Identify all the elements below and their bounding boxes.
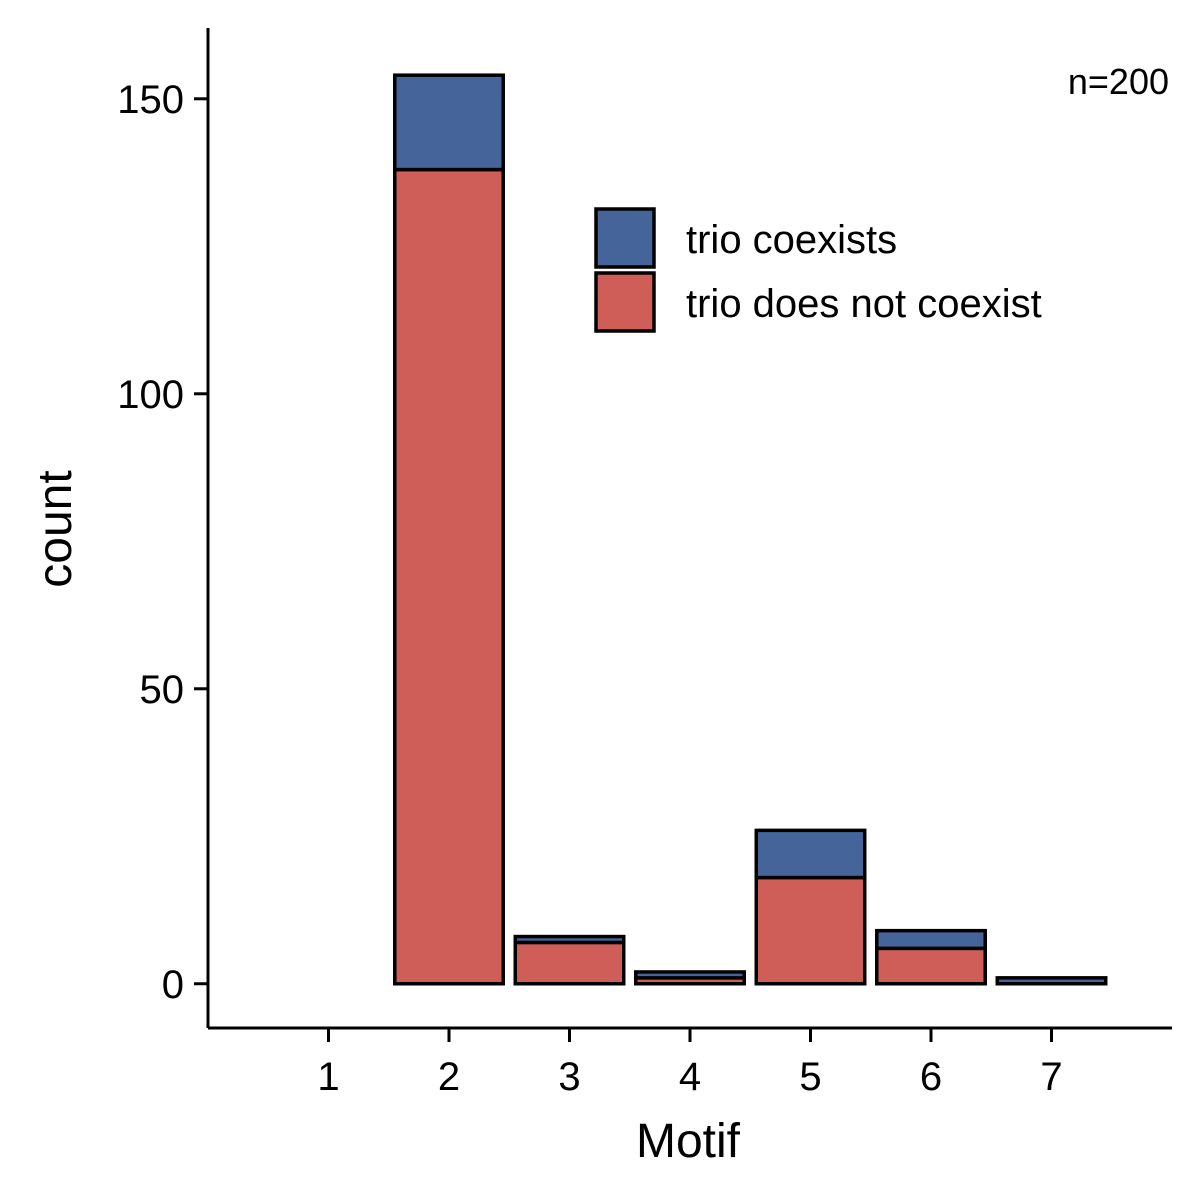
x-tick-label: 5	[799, 1055, 821, 1099]
bar-motif-2-series-1	[393, 73, 505, 172]
legend-label-0: trio coexists	[686, 218, 897, 262]
x-axis-title: Motif	[636, 1115, 741, 1168]
y-axis-title: count	[29, 470, 82, 587]
legend: trio coexists trio does not coexist	[594, 207, 1042, 333]
sample-size-annotation: n=200	[1068, 61, 1169, 102]
bar-motif-6-series-1	[875, 928, 987, 951]
bar-motif-5-series-1	[754, 828, 867, 880]
y-tick-label: 0	[162, 963, 184, 1007]
bar-motif-3-series-1	[513, 934, 626, 945]
bar-motif-3-series-0	[513, 940, 626, 986]
bar-motif-7-series-1	[995, 976, 1108, 986]
y-tick-label: 50	[140, 668, 185, 712]
ticks: 0 50 100 150 1 2 3 4 5 6 7	[117, 78, 1062, 1099]
axes	[206, 28, 1172, 1030]
x-tick-label: 6	[920, 1055, 942, 1099]
bar-motif-4-series-1	[634, 970, 746, 980]
bar-motif-6-series-0	[875, 946, 987, 986]
legend-label-1: trio does not coexist	[686, 282, 1042, 326]
legend-key-0	[594, 207, 656, 269]
x-tick-label: 1	[317, 1055, 339, 1099]
x-tick-label: 3	[558, 1055, 580, 1099]
x-tick-label: 7	[1040, 1055, 1062, 1099]
y-tick-label: 100	[117, 373, 184, 417]
x-tick-label: 2	[438, 1055, 460, 1099]
bars	[393, 73, 1108, 986]
y-tick-label: 150	[117, 78, 184, 122]
bar-motif-2-series-0	[393, 167, 505, 986]
legend-key-1	[594, 271, 656, 333]
x-tick-label: 4	[679, 1055, 701, 1099]
bar-motif-5-series-0	[754, 875, 867, 986]
